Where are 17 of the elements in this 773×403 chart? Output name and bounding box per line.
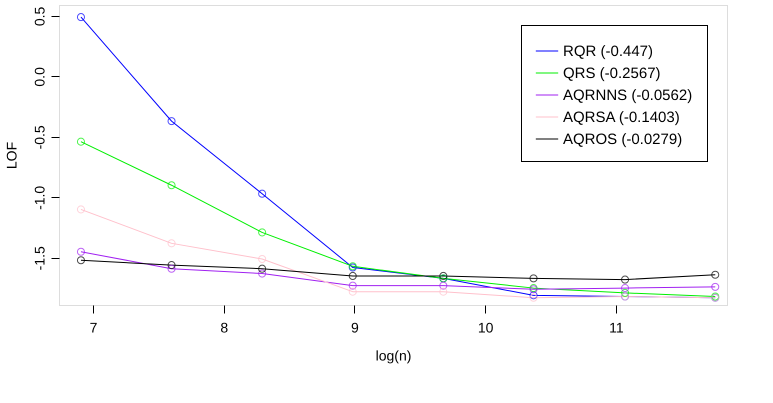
x-tick-label: 10 — [478, 320, 494, 336]
x-tick-label: 8 — [220, 320, 228, 336]
y-tick-label: -1.0 — [32, 186, 48, 210]
y-tick-label: 0.5 — [32, 6, 48, 26]
x-tick-label: 11 — [609, 320, 624, 336]
legend-label: QRS (-0.2567) — [563, 65, 661, 82]
y-tick-label: 0.0 — [32, 66, 48, 87]
legend-label: RQR (-0.447) — [563, 43, 654, 60]
x-axis-title: log(n) — [376, 348, 412, 364]
y-tick-label: -1.5 — [32, 246, 48, 270]
y-tick-label: -0.5 — [32, 125, 48, 150]
x-tick-label: 9 — [351, 320, 360, 336]
legend-label: AQRSA (-0.1403) — [563, 109, 680, 126]
legend-label: AQROS (-0.0279) — [563, 131, 682, 148]
x-tick-label: 7 — [90, 320, 98, 336]
y-axis-title: LOF — [4, 142, 20, 170]
legend-label: AQRNNS (-0.0562) — [563, 87, 692, 104]
